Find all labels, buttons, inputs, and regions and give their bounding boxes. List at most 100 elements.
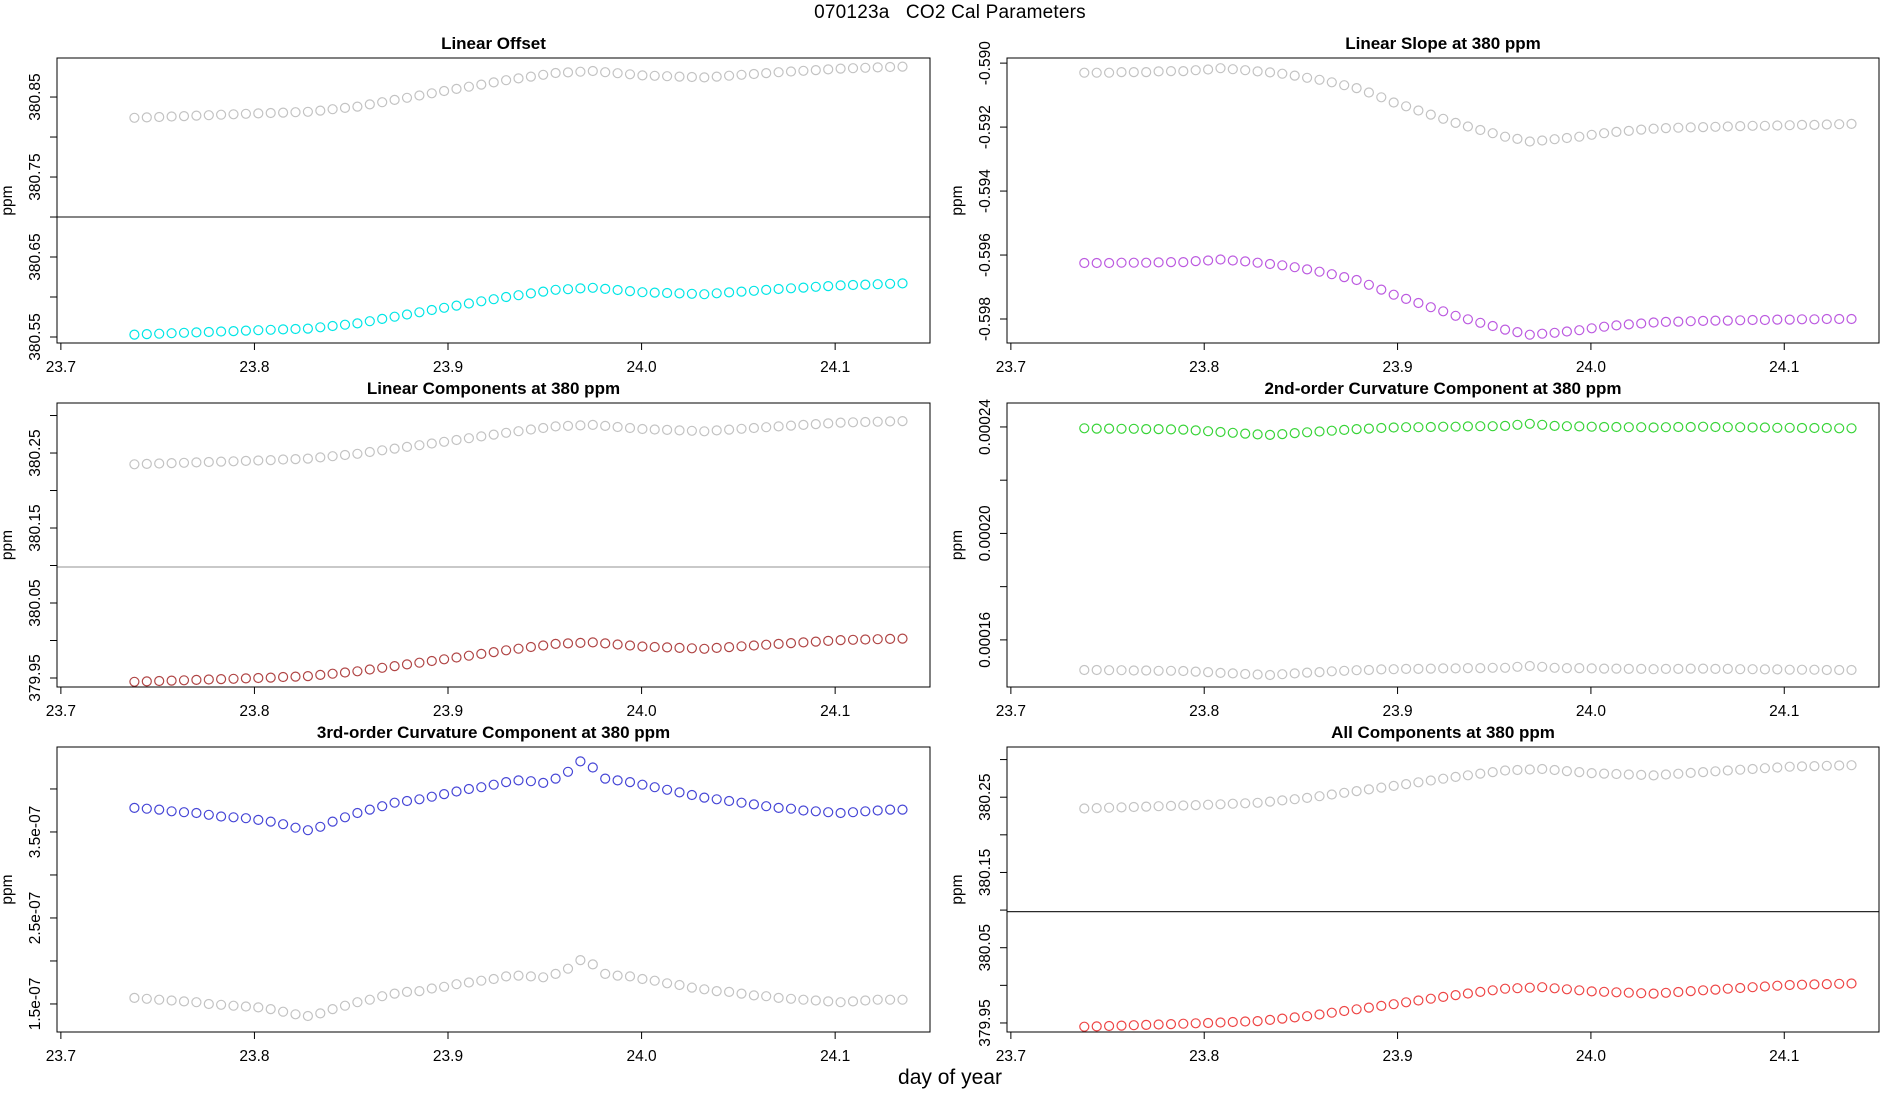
data-point (1747, 763, 1758, 775)
data-point (451, 434, 462, 446)
data-point (1537, 135, 1548, 146)
data-point (1475, 662, 1486, 674)
data-point (1636, 318, 1647, 329)
data-point (377, 801, 388, 812)
data-point (1512, 327, 1523, 338)
data-point (240, 108, 251, 119)
data-point (773, 638, 784, 650)
x-tick-label: 24.1 (820, 703, 850, 720)
data-point (1438, 306, 1449, 317)
data-point (1351, 1004, 1362, 1015)
data-point (1462, 314, 1474, 325)
data-point (884, 61, 896, 73)
data-point (1772, 980, 1783, 991)
data-point (1252, 797, 1263, 808)
data-point (575, 637, 586, 649)
data-point (1512, 419, 1523, 430)
data-point (1400, 101, 1412, 112)
data-point (810, 281, 821, 292)
data-point (191, 997, 202, 1008)
data-point (364, 994, 375, 1005)
y-tick-label: 3.5e-07 (27, 806, 44, 859)
data-point (1561, 662, 1573, 674)
data-point (501, 427, 512, 438)
y-tick-label: 380.65 (27, 233, 44, 280)
data-point (426, 983, 437, 994)
data-point (649, 641, 660, 653)
x-tick-label: 23.9 (1382, 1048, 1412, 1065)
data-point (1252, 669, 1263, 680)
data-point (1809, 664, 1820, 675)
data-point (302, 453, 313, 464)
data-point (587, 637, 598, 648)
data-point (723, 986, 735, 998)
data-point (166, 328, 177, 339)
data-point (426, 791, 437, 802)
data-point (191, 110, 202, 121)
data-point (1438, 663, 1449, 674)
data-point (798, 637, 809, 648)
x-tick-label: 24.0 (626, 703, 657, 720)
data-point (315, 669, 326, 681)
data-point (1289, 70, 1300, 81)
data-point (649, 287, 660, 298)
data-point (1673, 421, 1684, 433)
data-point (426, 655, 437, 667)
data-point (686, 71, 698, 83)
data-point (166, 111, 177, 122)
data-point (228, 456, 239, 467)
data-point (1153, 665, 1164, 676)
x-tick-label: 24.1 (1769, 703, 1799, 720)
data-point (686, 425, 698, 436)
data-point (1351, 785, 1362, 797)
data-point (1759, 314, 1771, 326)
data-point (1561, 984, 1573, 995)
data-point (1326, 1007, 1337, 1018)
data-point (600, 283, 611, 294)
data-point (451, 786, 462, 797)
data-point (525, 288, 537, 299)
data-point (1685, 421, 1696, 433)
plot-panel-4: 3rd-order Curvature Component at 380 ppm… (0, 723, 931, 1065)
data-point (1153, 801, 1164, 812)
data-point (1413, 297, 1424, 309)
data-point (1549, 764, 1560, 776)
data-point (823, 635, 834, 647)
data-point (1400, 997, 1412, 1008)
series-gray (1079, 660, 1857, 681)
data-point (1574, 131, 1585, 142)
data-point (1240, 798, 1251, 809)
data-point (872, 634, 883, 645)
data-point (339, 102, 351, 114)
data-point (538, 69, 549, 80)
data-point (501, 75, 512, 86)
plot-title: 3rd-order Curvature Component at 380 ppm (317, 723, 670, 742)
data-point (1190, 1018, 1201, 1029)
data-point (872, 62, 883, 73)
data-point (884, 804, 896, 815)
data-point (897, 804, 908, 815)
y-axis-label: ppm (0, 874, 16, 904)
y-tick-label: 379.95 (977, 999, 994, 1046)
data-point (1586, 767, 1597, 779)
data-point (1277, 1013, 1288, 1024)
data-point (1400, 663, 1412, 675)
data-point (773, 421, 784, 432)
data-point (203, 110, 214, 121)
data-point (699, 426, 710, 437)
data-point (1784, 120, 1795, 131)
data-point (1190, 799, 1201, 811)
data-point (550, 638, 561, 650)
data-point (377, 445, 388, 456)
data-point (637, 423, 648, 435)
x-tick-label: 24.1 (1769, 1048, 1799, 1065)
data-point (1549, 983, 1560, 994)
data-point (154, 328, 165, 339)
data-point (203, 456, 214, 468)
y-tick-label: 380.55 (27, 313, 44, 360)
data-point (1598, 986, 1610, 997)
data-point (1487, 766, 1498, 778)
data-point (1091, 664, 1102, 676)
data-point (884, 994, 896, 1005)
data-point (1772, 762, 1783, 773)
